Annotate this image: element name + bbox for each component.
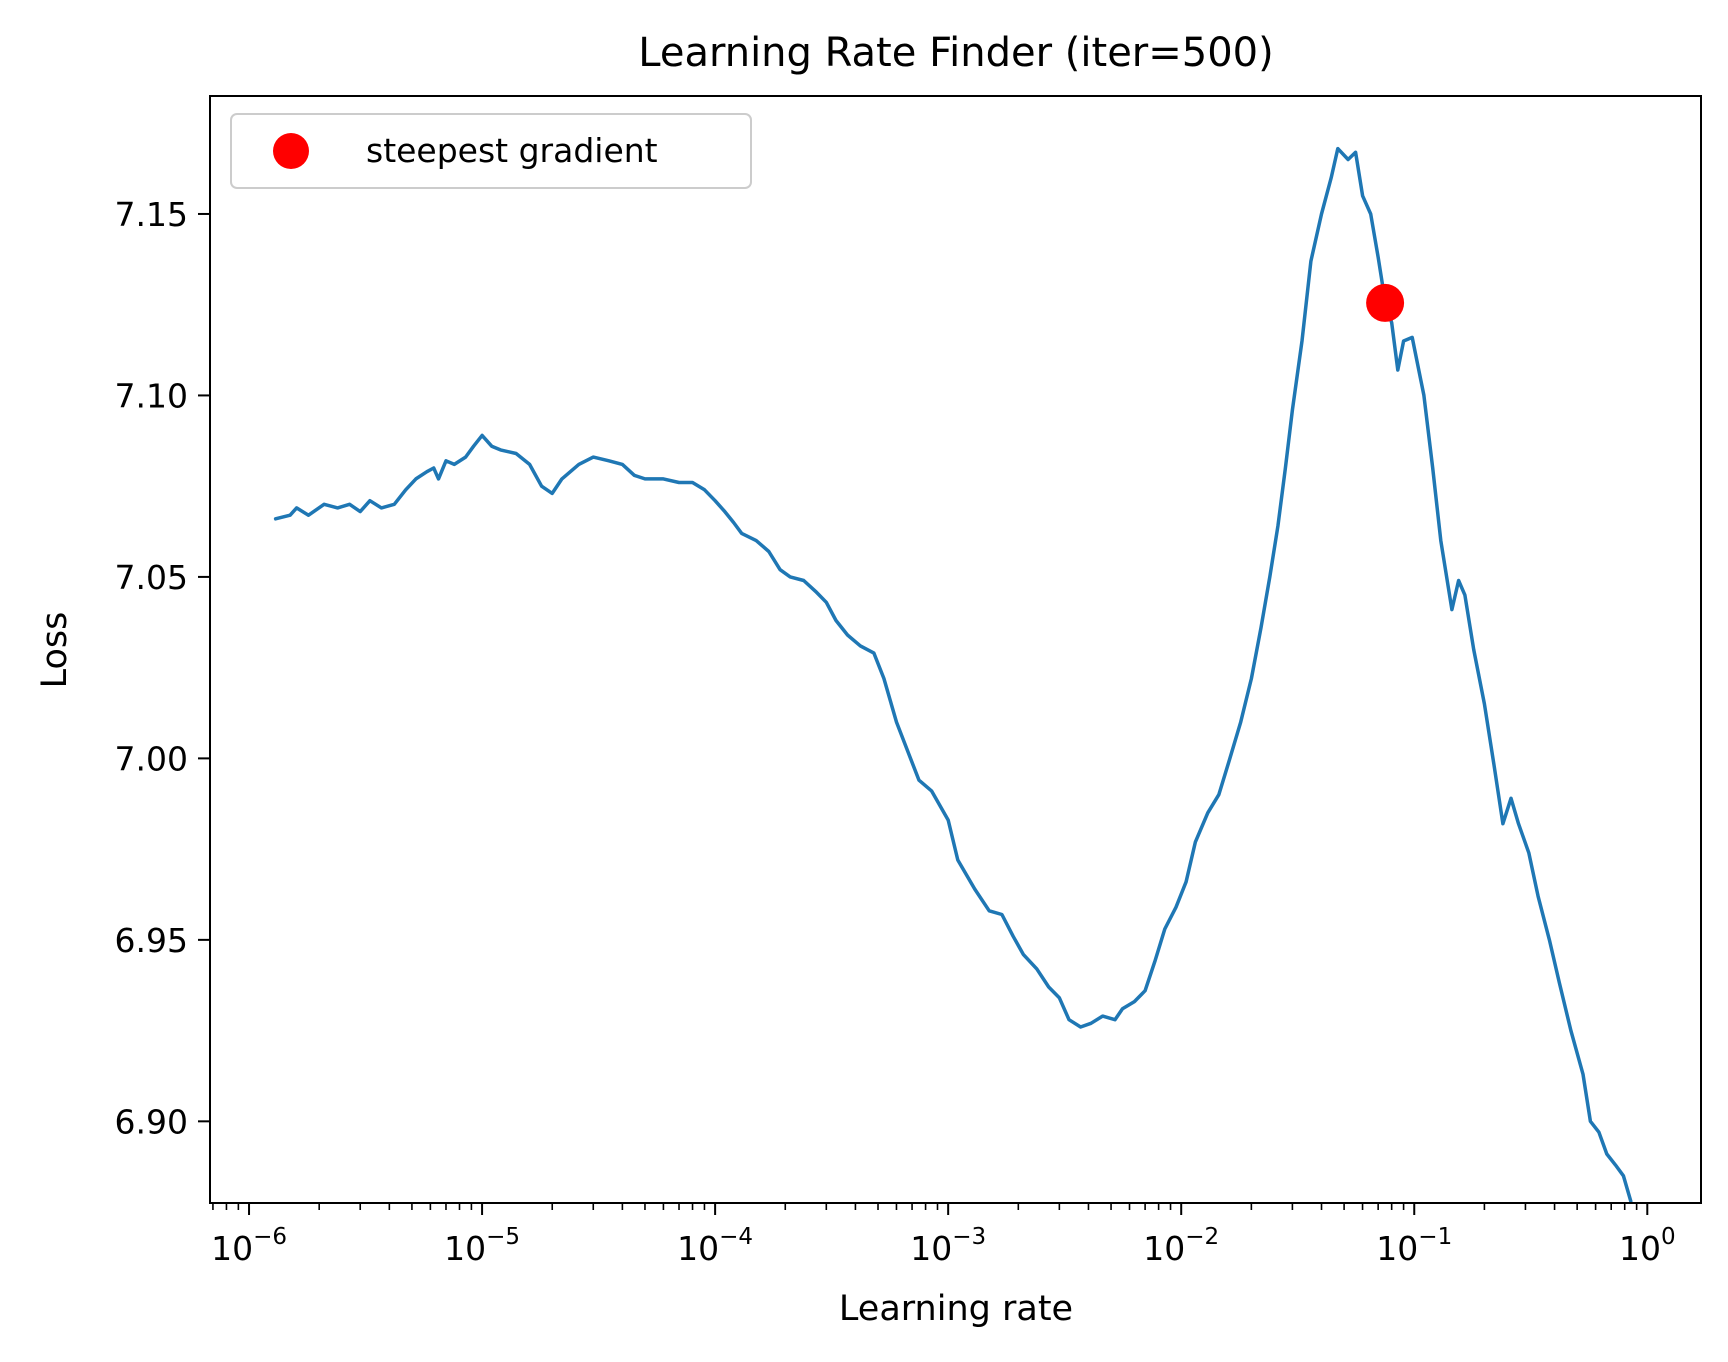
- x-tick-label: 10−5: [444, 1224, 520, 1268]
- chart-title: Learning Rate Finder (iter=500): [638, 30, 1273, 76]
- x-tick-label: 10−4: [677, 1224, 753, 1268]
- x-tick-label: 100: [1619, 1224, 1676, 1268]
- y-tick-label: 6.90: [115, 1102, 188, 1141]
- x-tick-label: 10−6: [211, 1224, 287, 1268]
- steepest-gradient-point: [1366, 283, 1405, 322]
- loss-series-line: [273, 146, 1633, 1203]
- legend: steepest gradient: [230, 113, 752, 189]
- x-tick-label: 10−2: [1143, 1224, 1219, 1268]
- x-axis: 10−6 10−5 10−4 10−3 10−2 10−1 100: [211, 1203, 1676, 1268]
- plot-area: [273, 146, 1633, 1203]
- plot-frame: [209, 95, 1702, 1204]
- y-tick-label: 7.00: [115, 739, 188, 778]
- y-tick-label: 7.15: [115, 195, 188, 234]
- x-axis-label: Learning rate: [839, 1289, 1073, 1329]
- y-tick-label: 6.95: [115, 921, 188, 960]
- legend-marker: [273, 133, 309, 169]
- legend-box: [230, 113, 752, 189]
- x-tick-label: 10−1: [1376, 1224, 1452, 1268]
- y-axis: 6.90 6.95 7.00 7.05 7.10 7.15: [115, 195, 210, 1141]
- y-tick-label: 7.05: [115, 558, 188, 597]
- x-tick-label: 10−3: [910, 1224, 986, 1268]
- legend-label: steepest gradient: [366, 131, 658, 170]
- y-axis-label: Loss: [35, 612, 75, 689]
- y-tick-label: 7.10: [115, 376, 188, 415]
